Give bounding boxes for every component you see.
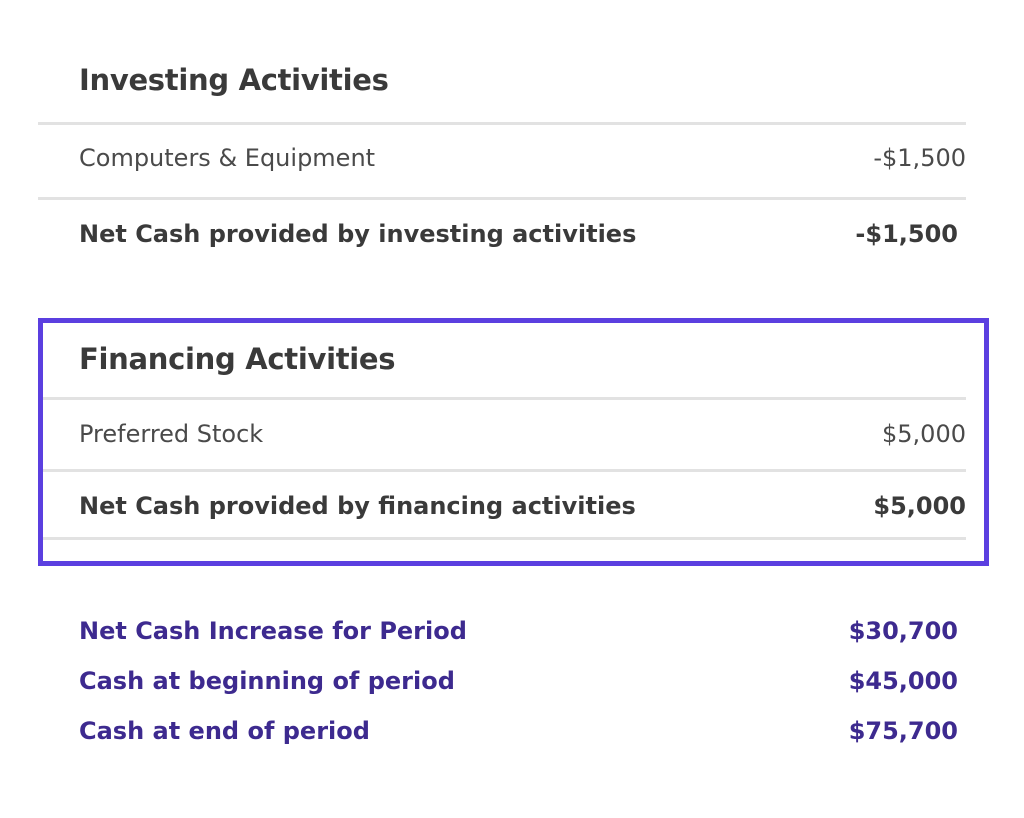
- line-item-label: Computers & Equipment: [79, 144, 376, 172]
- financing-net-row: Net Cash provided by financing activitie…: [79, 494, 966, 518]
- investing-net-row: Net Cash provided by investing activitie…: [79, 222, 958, 246]
- summary-row-beginning-cash: Cash at beginning of period $45,000: [79, 669, 958, 693]
- financing-highlight-box: [38, 318, 989, 566]
- financing-title-divider: [43, 397, 966, 400]
- investing-title-divider: [38, 122, 966, 125]
- summary-row-net-increase: Net Cash Increase for Period $30,700: [79, 619, 958, 643]
- summary-amount: $45,000: [848, 667, 958, 695]
- line-item-label: Preferred Stock: [79, 420, 264, 448]
- summary-amount: $30,700: [848, 617, 958, 645]
- net-amount: -$1,500: [855, 220, 958, 248]
- investing-item-divider: [38, 197, 966, 200]
- summary-label: Cash at beginning of period: [79, 667, 455, 695]
- financing-item-divider: [43, 469, 966, 472]
- net-amount: $5,000: [873, 492, 966, 520]
- net-label: Net Cash provided by investing activitie…: [79, 220, 637, 248]
- summary-label: Cash at end of period: [79, 717, 370, 745]
- financing-section-title: Financing Activities: [79, 342, 396, 376]
- financing-bottom-divider: [43, 537, 966, 540]
- summary-amount: $75,700: [848, 717, 958, 745]
- line-item-amount: $5,000: [882, 420, 966, 448]
- investing-section-title: Investing Activities: [79, 63, 389, 97]
- line-item-amount: -$1,500: [873, 144, 966, 172]
- financing-line-item: Preferred Stock $5,000: [79, 422, 966, 446]
- summary-row-ending-cash: Cash at end of period $75,700: [79, 719, 958, 743]
- investing-line-item: Computers & Equipment -$1,500: [79, 146, 966, 170]
- summary-label: Net Cash Increase for Period: [79, 617, 467, 645]
- net-label: Net Cash provided by financing activitie…: [79, 492, 636, 520]
